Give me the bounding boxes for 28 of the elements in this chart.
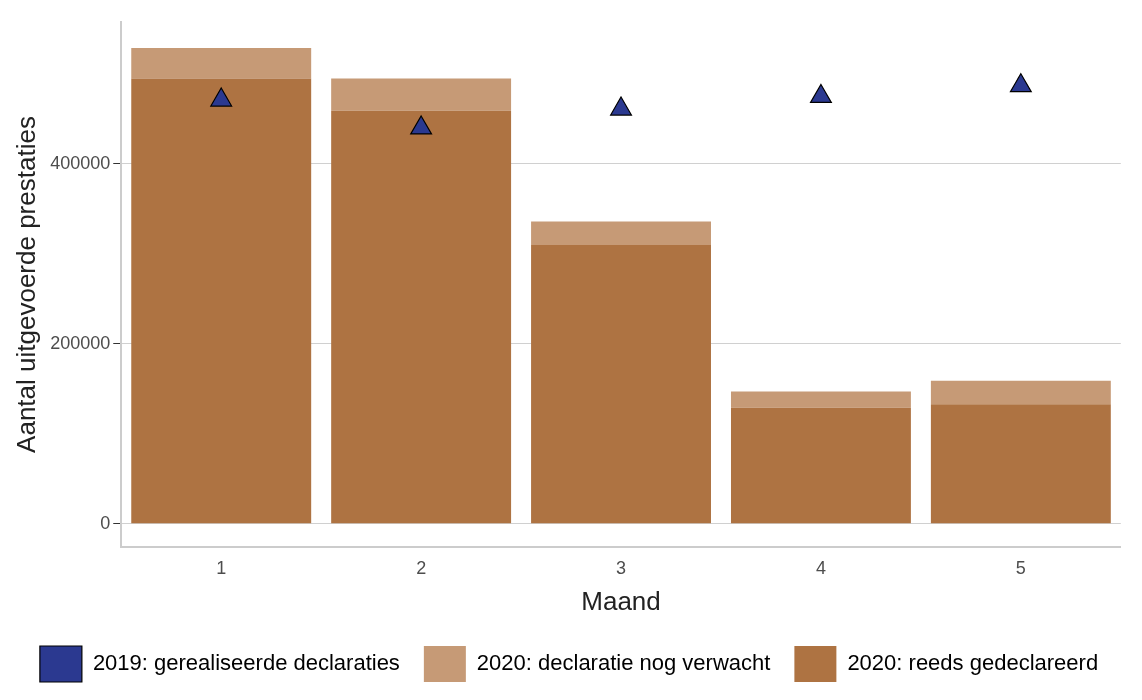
point bbox=[210, 87, 233, 107]
point bbox=[1009, 73, 1032, 93]
x-tick-label: 4 bbox=[815, 557, 826, 578]
x-tick-label: 5 bbox=[1015, 557, 1026, 578]
legend-label: 2020: declaratie nog verwacht bbox=[476, 650, 771, 676]
y-tick-label: 200000 bbox=[50, 332, 111, 353]
bar bbox=[730, 391, 911, 408]
bar bbox=[131, 78, 312, 524]
y-tick-label: 0 bbox=[100, 512, 111, 533]
point bbox=[610, 96, 633, 116]
bar bbox=[730, 407, 911, 524]
x-axis-title: Maand bbox=[581, 585, 661, 616]
point bbox=[809, 83, 832, 104]
legend-label: 2019: gerealiseerde declaraties bbox=[92, 650, 400, 676]
bar bbox=[331, 78, 512, 111]
point bbox=[410, 115, 433, 135]
bar bbox=[930, 404, 1111, 524]
x-tick-label: 3 bbox=[616, 557, 627, 578]
bar bbox=[331, 110, 512, 524]
bar bbox=[531, 221, 711, 245]
bar bbox=[531, 244, 711, 524]
x-tick-label: 1 bbox=[216, 557, 227, 578]
x-tick-label: 2 bbox=[416, 557, 427, 578]
legend-label: 2020: reeds gedeclareerd bbox=[847, 650, 1099, 676]
bar bbox=[930, 380, 1111, 405]
y-axis-title: Aantal uitgevoerde prestaties bbox=[10, 116, 41, 453]
bar bbox=[131, 47, 312, 79]
y-tick-label: 400000 bbox=[50, 152, 111, 173]
